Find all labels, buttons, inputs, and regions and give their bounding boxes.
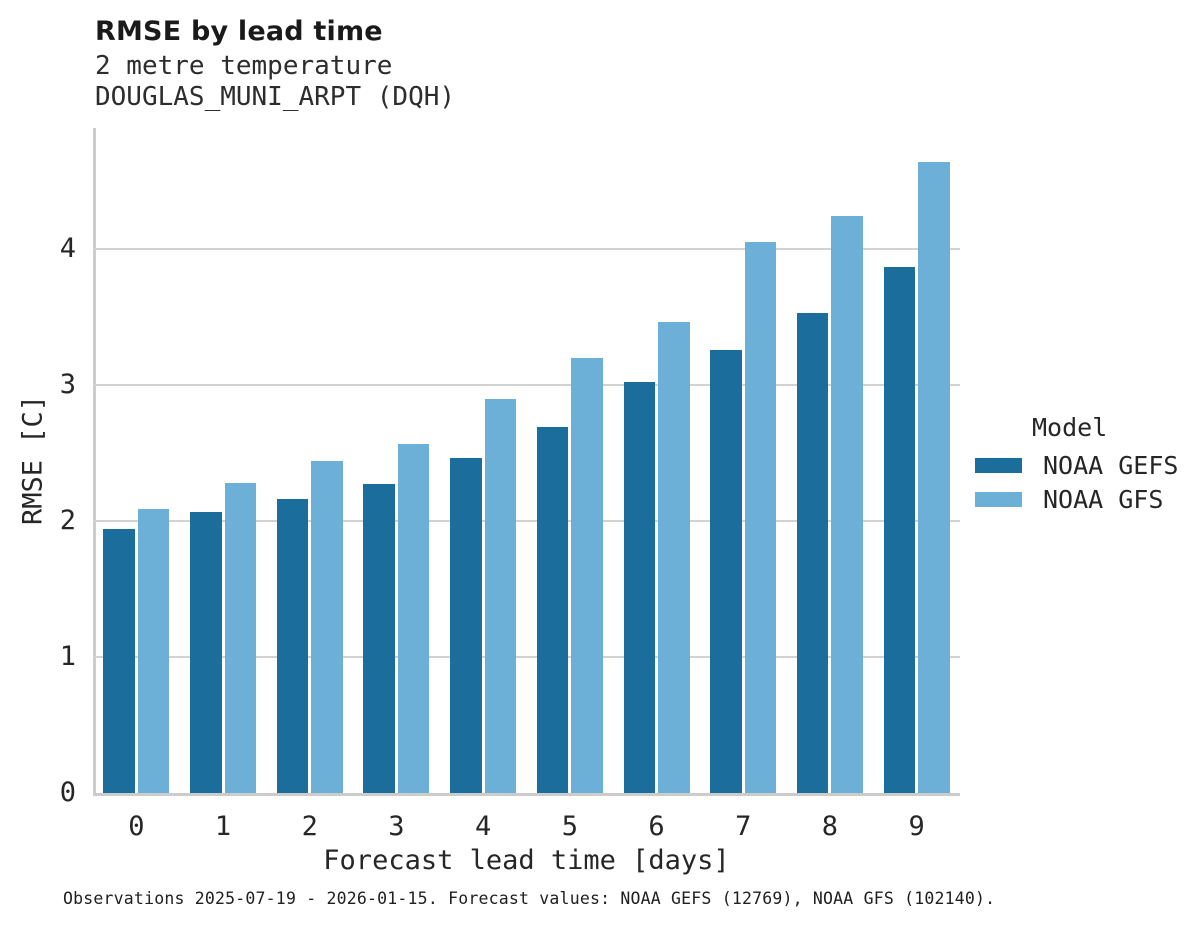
- legend-swatch-noaa-gfs: [975, 492, 1022, 507]
- bar-noaa-gfs-lead-9: [918, 162, 950, 793]
- chart-subtitle-variable: 2 metre temperature: [95, 51, 393, 81]
- bar-noaa-gfs-lead-5: [571, 357, 603, 793]
- bar-noaa-gefs-lead-1: [190, 511, 222, 793]
- bar-noaa-gefs-lead-0: [103, 529, 135, 793]
- x-tick-label-9: 9: [908, 811, 925, 842]
- x-axis-title: Forecast lead time [days]: [323, 845, 730, 876]
- gridline-y-1: [93, 656, 960, 659]
- bar-noaa-gefs-lead-2: [276, 499, 309, 793]
- y-tick-label-2: 2: [59, 505, 76, 537]
- legend-item-noaa-gefs: NOAA GEFS: [975, 451, 1178, 480]
- bar-noaa-gefs-lead-4: [450, 458, 482, 793]
- x-tick-label-2: 2: [301, 811, 318, 842]
- legend-swatch-noaa-gefs: [975, 458, 1022, 473]
- legend-rows: NOAA GEFS NOAA GFS: [975, 451, 1178, 514]
- bar-noaa-gfs-lead-6: [658, 322, 690, 793]
- bar-noaa-gfs-lead-3: [397, 443, 430, 793]
- x-tick-label-3: 3: [388, 811, 405, 842]
- y-tick-label-3: 3: [59, 369, 76, 401]
- x-tick-label-4: 4: [475, 811, 492, 842]
- x-axis-tick-labels: 0 1 2 3 4 5 6 7 8 9: [93, 811, 960, 845]
- bar-noaa-gfs-lead-7: [744, 242, 777, 793]
- y-tick-label-4: 4: [59, 233, 76, 265]
- gridline-y-4: [93, 248, 960, 251]
- x-tick-label-6: 6: [648, 811, 665, 842]
- y-tick-label-0: 0: [59, 777, 76, 808]
- legend: Model NOAA GEFS NOAA GFS: [975, 413, 1178, 523]
- bar-noaa-gfs-lead-1: [224, 482, 257, 793]
- caption: Observations 2025-07-19 - 2026-01-15. Fo…: [63, 889, 996, 908]
- bar-noaa-gefs-lead-7: [710, 349, 742, 793]
- gridline-y-3: [93, 384, 960, 387]
- y-tick-label-1: 1: [59, 641, 76, 673]
- legend-label-noaa-gfs: NOAA GFS: [1043, 485, 1164, 514]
- y-axis-tick-labels: 0 1 2 3 4: [0, 128, 76, 808]
- bar-noaa-gefs-lead-8: [796, 312, 829, 793]
- bar-noaa-gfs-lead-2: [311, 461, 343, 793]
- x-tick-label-5: 5: [561, 811, 578, 842]
- x-tick-label-1: 1: [214, 811, 232, 842]
- bar-noaa-gefs-lead-5: [536, 427, 569, 793]
- x-tick-label-8: 8: [821, 811, 839, 842]
- bar-noaa-gfs-lead-0: [137, 508, 170, 793]
- bar-noaa-gfs-lead-4: [484, 398, 517, 793]
- chart-subtitle-station: DOUGLAS_MUNI_ARPT (DQH): [95, 82, 456, 112]
- legend-title: Model: [1032, 413, 1108, 442]
- bar-noaa-gefs-lead-3: [363, 484, 395, 793]
- chart-title: RMSE by lead time: [95, 16, 383, 47]
- legend-label-noaa-gefs: NOAA GEFS: [1043, 451, 1179, 480]
- bar-noaa-gefs-lead-6: [623, 382, 656, 793]
- x-tick-label-0: 0: [128, 811, 145, 842]
- y-axis-spine: [93, 128, 96, 796]
- legend-item-noaa-gfs: NOAA GFS: [975, 485, 1178, 514]
- gridline-y-2: [93, 520, 960, 523]
- bar-noaa-gfs-lead-8: [831, 216, 863, 793]
- x-tick-label-7: 7: [735, 811, 752, 842]
- plot-area: [93, 128, 960, 796]
- bar-noaa-gefs-lead-9: [883, 266, 916, 793]
- x-axis-spine: [93, 793, 960, 796]
